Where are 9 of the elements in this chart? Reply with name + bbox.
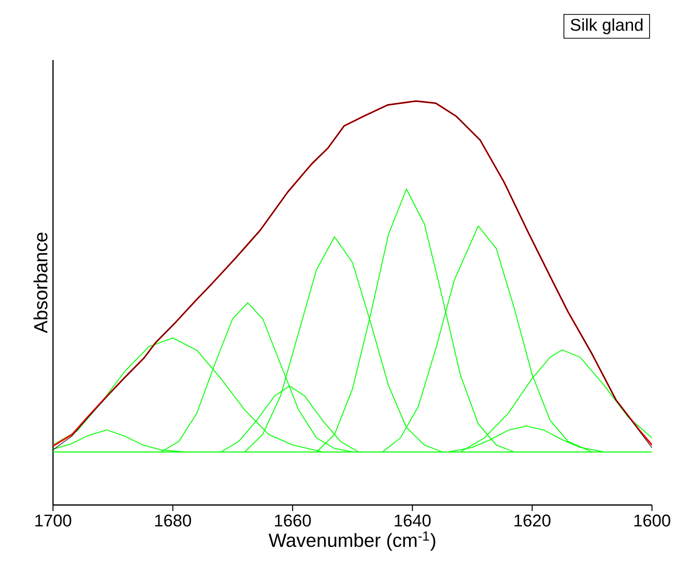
x-axis-title: Wavenumber (cm$^{-1}$) xyxy=(268,531,436,551)
text: Silk gland xyxy=(570,18,642,34)
x-tick-label: 1620 xyxy=(514,514,550,527)
x-tick-label: 1640 xyxy=(394,514,431,527)
x-tick-label: 1600 xyxy=(634,514,670,527)
x-tick-label: 1660 xyxy=(274,514,311,527)
x-tick-label: 1680 xyxy=(155,514,192,527)
y-axis-title: Absorbance xyxy=(34,232,48,334)
x-tick-label: 1700 xyxy=(35,514,72,527)
